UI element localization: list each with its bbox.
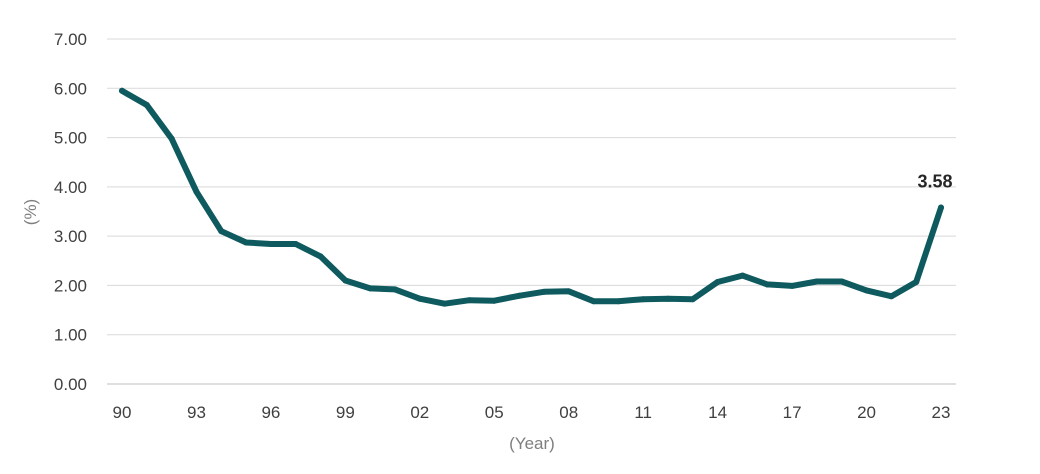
data-point <box>218 228 225 235</box>
series-points <box>119 87 944 307</box>
x-tick-label: 11 <box>634 403 652 422</box>
y-tick-label: 4.00 <box>54 178 87 197</box>
data-point <box>441 300 448 307</box>
data-point <box>540 288 547 295</box>
x-tick-label: 23 <box>932 403 951 422</box>
data-point <box>491 297 498 304</box>
data-point <box>739 272 746 279</box>
series-line <box>119 87 944 307</box>
x-tick-label: 93 <box>187 403 206 422</box>
data-point <box>689 296 696 303</box>
data-point <box>665 295 671 302</box>
x-tick-label: 08 <box>559 403 578 422</box>
y-tick-label: 6.00 <box>54 79 87 98</box>
x-tick-label: 02 <box>410 403 429 422</box>
data-point <box>838 278 845 285</box>
data-point <box>367 285 374 292</box>
data-point <box>342 277 349 284</box>
data-point <box>764 281 771 288</box>
y-tick-label: 0.00 <box>54 375 87 394</box>
data-point <box>143 102 150 109</box>
data-point <box>640 296 647 303</box>
x-tick-label: 99 <box>336 403 355 422</box>
y-axis-label: (%) <box>21 199 40 225</box>
data-point <box>193 188 200 195</box>
y-tick-label: 1.00 <box>54 326 87 345</box>
data-point <box>813 278 820 285</box>
gridlines <box>107 38 956 385</box>
data-point <box>243 239 250 246</box>
y-tick-label: 7.00 <box>54 30 87 49</box>
data-point <box>565 288 572 295</box>
x-axis-label: (Year) <box>509 434 555 453</box>
data-point <box>416 295 423 302</box>
data-point <box>863 287 870 294</box>
data-point <box>888 293 895 300</box>
y-tick-label: 3.00 <box>54 227 87 246</box>
x-axis-ticks: 90 93 96 99 02 05 08 11 14 17 20 23 <box>113 403 951 422</box>
data-point <box>913 278 920 285</box>
data-point <box>615 298 622 305</box>
data-point <box>789 282 796 289</box>
x-tick-label: 20 <box>857 403 876 422</box>
data-point <box>938 204 944 211</box>
data-point <box>119 87 125 94</box>
y-axis-ticks: 0.00 1.00 2.00 3.00 4.00 5.00 6.00 7.00 <box>54 30 87 394</box>
x-tick-label: 05 <box>485 403 504 422</box>
data-point <box>317 253 324 260</box>
x-tick-label: 17 <box>783 403 802 422</box>
data-label-last: 3.58 <box>917 172 952 192</box>
data-point <box>590 298 597 305</box>
x-tick-label: 14 <box>708 403 727 422</box>
data-point <box>714 278 721 285</box>
data-point <box>168 135 175 142</box>
data-point <box>292 241 299 248</box>
y-tick-label: 5.00 <box>54 129 87 148</box>
x-tick-label: 90 <box>113 403 132 422</box>
y-tick-label: 2.00 <box>54 276 87 295</box>
data-point <box>466 297 473 304</box>
data-point <box>392 286 398 293</box>
data-point <box>267 241 274 248</box>
x-tick-label: 96 <box>261 403 280 422</box>
data-point <box>516 292 523 299</box>
